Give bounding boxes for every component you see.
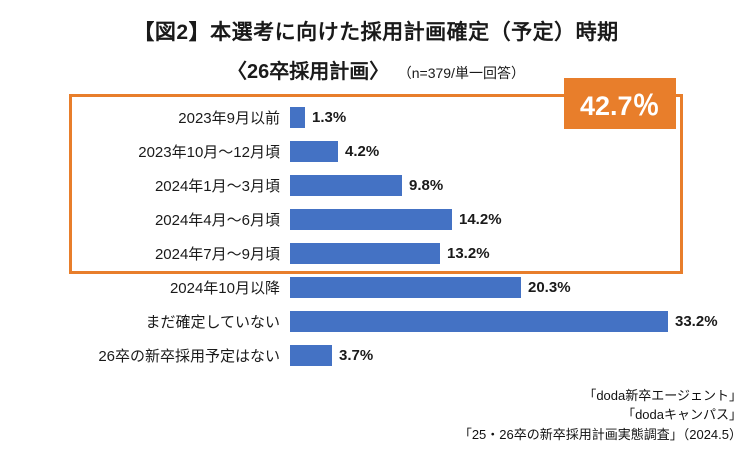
bar	[290, 106, 305, 128]
category-label: 2024年1月～3月頃	[154, 177, 280, 195]
bar-track: 9.8%	[290, 174, 732, 196]
bar	[290, 242, 440, 264]
chart-row: 2024年7月～9月頃 13.2%	[72, 236, 732, 270]
bar-rows: 2023年9月以前 1.3% 2023年10月～12月頃 4.2% 2024年1月～3月…	[72, 100, 732, 372]
source-footer: 「doda新卒エージェント」 「dodaキャンパス」 「25・26卒の新卒採用計…	[459, 386, 742, 445]
chart-row: まだ確定していない 33.2%	[72, 304, 732, 338]
category-label: 26卒の新卒採用予定はない	[98, 347, 280, 365]
category-label: まだ確定していない	[145, 313, 280, 331]
bar	[290, 310, 668, 332]
source-line: 「dodaキャンパス」	[622, 407, 742, 422]
bar-track: 13.2%	[290, 242, 732, 264]
chart-row: 2023年10月～12月頃 4.2%	[72, 134, 732, 168]
chart-row: 2024年10月以降 20.3%	[72, 270, 732, 304]
bar-track: 3.7%	[290, 344, 732, 366]
value-label: 20.3%	[528, 278, 571, 296]
category-label: 2023年10月～12月頃	[138, 143, 280, 161]
chart-row: 2023年9月以前 1.3%	[72, 100, 732, 134]
value-label: 3.7%	[339, 346, 374, 364]
value-label: 1.3%	[312, 108, 347, 126]
category-label: 2023年9月以前	[178, 109, 280, 127]
chart-row: 2024年1月～3月頃 9.8%	[72, 168, 732, 202]
bar	[290, 344, 332, 366]
bar	[290, 276, 521, 298]
bar-track: 14.2%	[290, 208, 732, 230]
highlight-total-badge: 42.7％	[564, 78, 676, 129]
chart-row: 2024年4月～6月頃 14.2%	[72, 202, 732, 236]
category-label: 2024年7月～9月頃	[154, 245, 280, 263]
bar-track: 4.2%	[290, 140, 732, 162]
bar	[290, 208, 452, 230]
sample-size-note: （n=379/単一回答）	[397, 65, 525, 81]
value-label: 33.2%	[675, 312, 718, 330]
value-label: 9.8%	[409, 176, 444, 194]
chart-row: 26卒の新卒採用予定はない 3.7%	[72, 338, 732, 372]
bar-chart: 2023年9月以前 1.3% 2023年10月～12月頃 4.2% 2024年1月～3月…	[69, 78, 732, 372]
bar	[290, 140, 338, 162]
chart-subtitle: 〈26卒採用計画〉 （n=379/単一回答）	[0, 55, 752, 84]
category-label: 2024年4月～6月頃	[154, 211, 280, 229]
chart-title: 【図2】本選考に向けた採用計画確定（予定）時期	[133, 21, 619, 44]
bar	[290, 174, 402, 196]
source-line: 「25・26卒の新卒採用計画実態調査」（2024.5）	[458, 426, 742, 442]
value-label: 14.2%	[459, 210, 502, 228]
bar-track: 33.2%	[290, 310, 732, 332]
bar-track: 1.3%	[290, 106, 732, 128]
chart-subtitle-main: 〈26卒採用計画〉	[227, 61, 390, 83]
value-label: 13.2%	[447, 244, 490, 262]
value-label: 4.2%	[345, 142, 380, 160]
source-line: 「doda新卒エージェント」	[583, 387, 742, 403]
category-label: 2024年10月以降	[169, 279, 280, 297]
bar-track: 20.3%	[290, 276, 732, 298]
